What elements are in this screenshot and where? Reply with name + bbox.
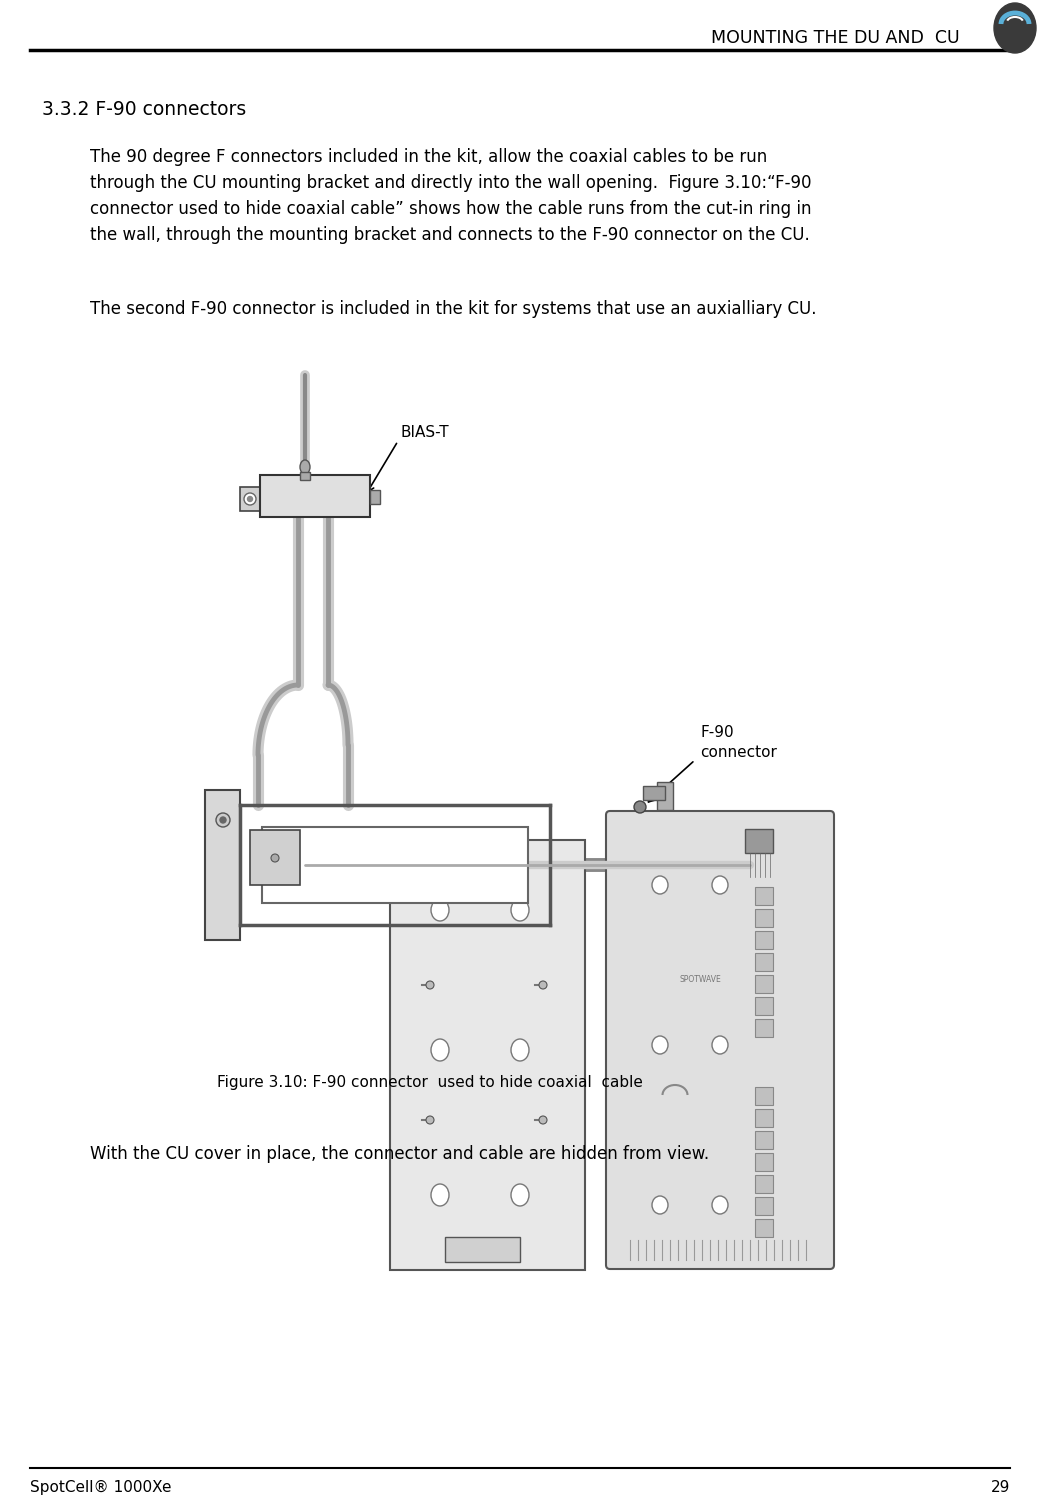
Bar bbox=[755, 1019, 772, 1037]
Bar bbox=[755, 1087, 772, 1105]
Bar bbox=[755, 953, 772, 971]
Ellipse shape bbox=[511, 898, 529, 921]
FancyBboxPatch shape bbox=[606, 811, 834, 1269]
Bar bbox=[445, 1237, 520, 1263]
Bar bbox=[240, 488, 260, 512]
Ellipse shape bbox=[652, 1196, 668, 1215]
Circle shape bbox=[271, 853, 279, 862]
Ellipse shape bbox=[511, 1038, 529, 1061]
Text: MOUNTING THE DU AND  CU: MOUNTING THE DU AND CU bbox=[712, 29, 960, 47]
Text: BIAS-T: BIAS-T bbox=[400, 424, 449, 439]
Text: connector used to hide coaxial cable” shows how the cable runs from the cut-in r: connector used to hide coaxial cable” sh… bbox=[90, 200, 811, 218]
Bar bbox=[755, 909, 772, 927]
Circle shape bbox=[244, 494, 256, 506]
Ellipse shape bbox=[652, 1035, 668, 1053]
Ellipse shape bbox=[994, 3, 1036, 53]
Circle shape bbox=[634, 801, 646, 813]
Bar bbox=[370, 491, 380, 504]
Ellipse shape bbox=[652, 876, 668, 894]
Bar bbox=[755, 996, 772, 1014]
Bar bbox=[390, 840, 585, 1270]
Text: the wall, through the mounting bracket and connects to the F-90 connector on the: the wall, through the mounting bracket a… bbox=[90, 226, 809, 244]
Bar bbox=[300, 473, 310, 480]
Bar bbox=[745, 829, 772, 853]
Ellipse shape bbox=[712, 876, 728, 894]
Ellipse shape bbox=[511, 1184, 529, 1206]
Ellipse shape bbox=[712, 1196, 728, 1215]
Text: 29: 29 bbox=[991, 1479, 1010, 1494]
Ellipse shape bbox=[712, 1035, 728, 1053]
Bar bbox=[205, 790, 240, 941]
Ellipse shape bbox=[431, 1038, 449, 1061]
Text: SPOTWAVE: SPOTWAVE bbox=[679, 975, 721, 984]
Text: With the CU cover in place, the connector and cable are hidden from view.: With the CU cover in place, the connecto… bbox=[90, 1145, 709, 1163]
Bar bbox=[657, 783, 673, 810]
Text: The second F-90 connector is included in the kit for systems that use an auxiall: The second F-90 connector is included in… bbox=[90, 299, 817, 318]
Ellipse shape bbox=[431, 898, 449, 921]
Bar bbox=[755, 1130, 772, 1148]
Text: 3.3.2 F-90 connectors: 3.3.2 F-90 connectors bbox=[42, 99, 246, 119]
Bar bbox=[755, 1196, 772, 1215]
Bar bbox=[262, 828, 528, 903]
Bar bbox=[755, 886, 772, 905]
Circle shape bbox=[217, 813, 230, 828]
Text: F-90: F-90 bbox=[700, 725, 734, 740]
Bar bbox=[250, 829, 300, 885]
Text: through the CU mounting bracket and directly into the wall opening.  Figure 3.10: through the CU mounting bracket and dire… bbox=[90, 175, 811, 193]
Text: The 90 degree F connectors included in the kit, allow the coaxial cables to be r: The 90 degree F connectors included in t… bbox=[90, 147, 767, 166]
Bar bbox=[755, 975, 772, 993]
Bar bbox=[755, 1109, 772, 1127]
Bar bbox=[755, 1219, 772, 1237]
Text: Figure 3.10: F-90 connector  used to hide coaxial  cable: Figure 3.10: F-90 connector used to hide… bbox=[218, 1075, 643, 1090]
Circle shape bbox=[539, 1117, 547, 1124]
Circle shape bbox=[247, 497, 252, 501]
Circle shape bbox=[539, 981, 547, 989]
Circle shape bbox=[220, 817, 226, 823]
Ellipse shape bbox=[300, 461, 310, 474]
Circle shape bbox=[426, 981, 434, 989]
Bar bbox=[755, 932, 772, 950]
Circle shape bbox=[426, 1117, 434, 1124]
Bar bbox=[643, 786, 665, 801]
FancyBboxPatch shape bbox=[260, 476, 370, 518]
Bar bbox=[755, 1175, 772, 1193]
Text: SpotCell® 1000Xe: SpotCell® 1000Xe bbox=[30, 1479, 171, 1494]
Text: connector: connector bbox=[700, 745, 777, 760]
Ellipse shape bbox=[431, 1184, 449, 1206]
Bar bbox=[755, 1153, 772, 1171]
